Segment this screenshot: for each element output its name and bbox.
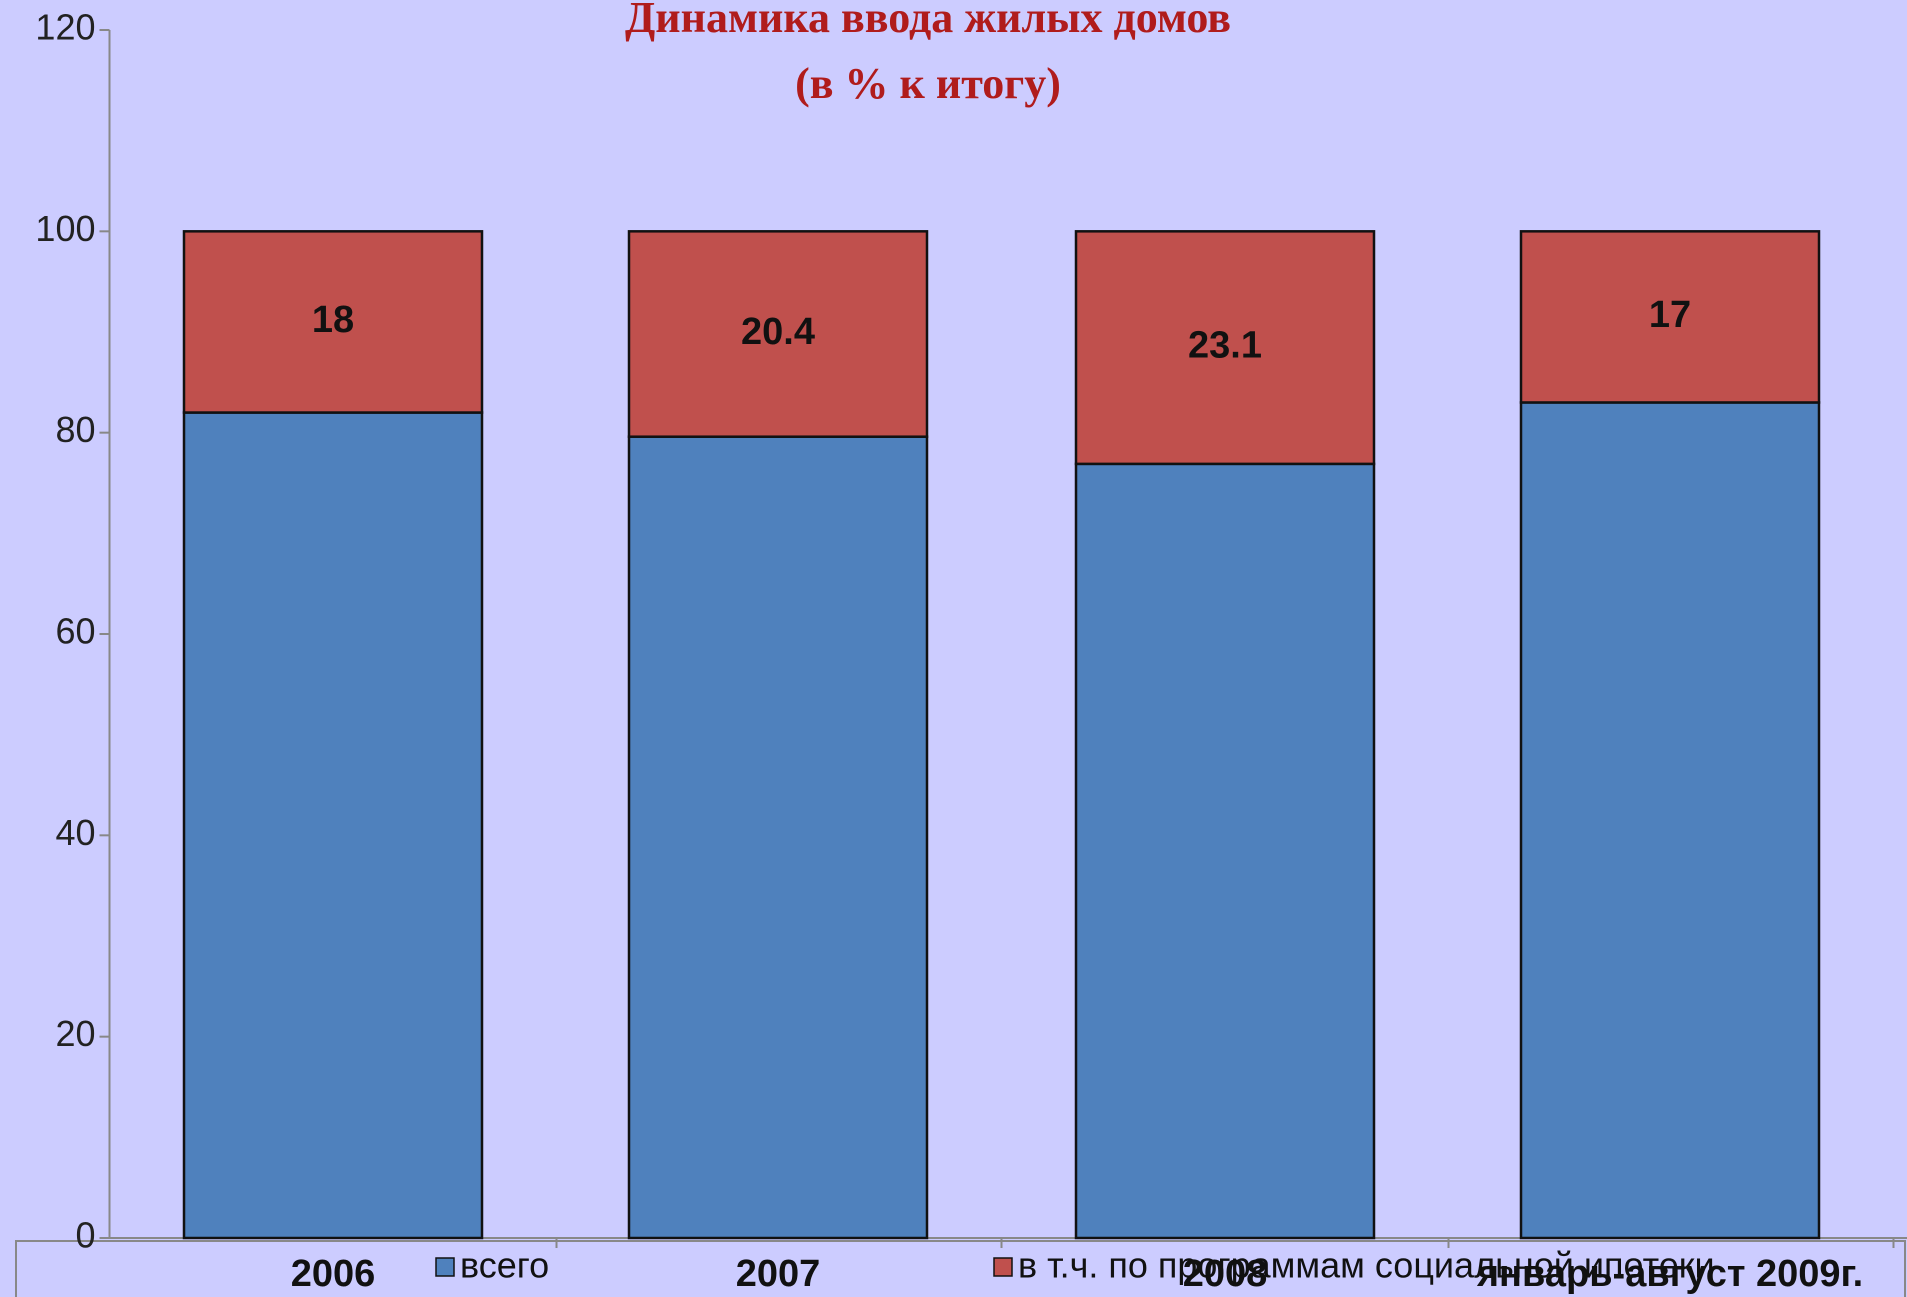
data-label: 23.1 [1188, 325, 1262, 367]
chart-subtitle: (в % к итогу) [795, 59, 1061, 108]
bar-segment [1519, 230, 1821, 404]
legend-swatch [993, 1257, 1013, 1277]
x-tick-label: 2008 [1183, 1253, 1268, 1295]
chart-title: Динамика ввода жилых домов [625, 0, 1231, 42]
y-tick-label: 80 [55, 409, 95, 450]
y-tick-label: 40 [55, 812, 95, 853]
bar-segment [627, 435, 929, 1240]
x-tick-label: 2007 [736, 1253, 821, 1295]
bar-segment [1074, 230, 1376, 466]
bar-segment [182, 411, 484, 1240]
bar-segment [182, 230, 484, 414]
x-tick-label: 2006 [291, 1253, 376, 1295]
bar-segment [1519, 401, 1821, 1240]
x-tick-label: январь-август 2009г. [1476, 1253, 1863, 1295]
y-tick-label: 20 [55, 1013, 95, 1054]
legend-swatch [435, 1257, 455, 1277]
bar-segment [627, 230, 929, 438]
y-tick-label: 0 [75, 1215, 95, 1256]
data-label: 20.4 [741, 311, 815, 353]
legend-label: в т.ч. по программам социальной ипотеки [1018, 1245, 1715, 1286]
y-tick-label: 120 [35, 7, 95, 48]
legend-box [15, 1240, 1906, 1297]
bar-segment [1074, 462, 1376, 1240]
data-label: 17 [1649, 294, 1691, 336]
y-tick-label: 100 [35, 208, 95, 249]
y-tick-label: 60 [55, 611, 95, 652]
data-label: 18 [312, 299, 354, 341]
legend-label: всего [460, 1245, 549, 1286]
